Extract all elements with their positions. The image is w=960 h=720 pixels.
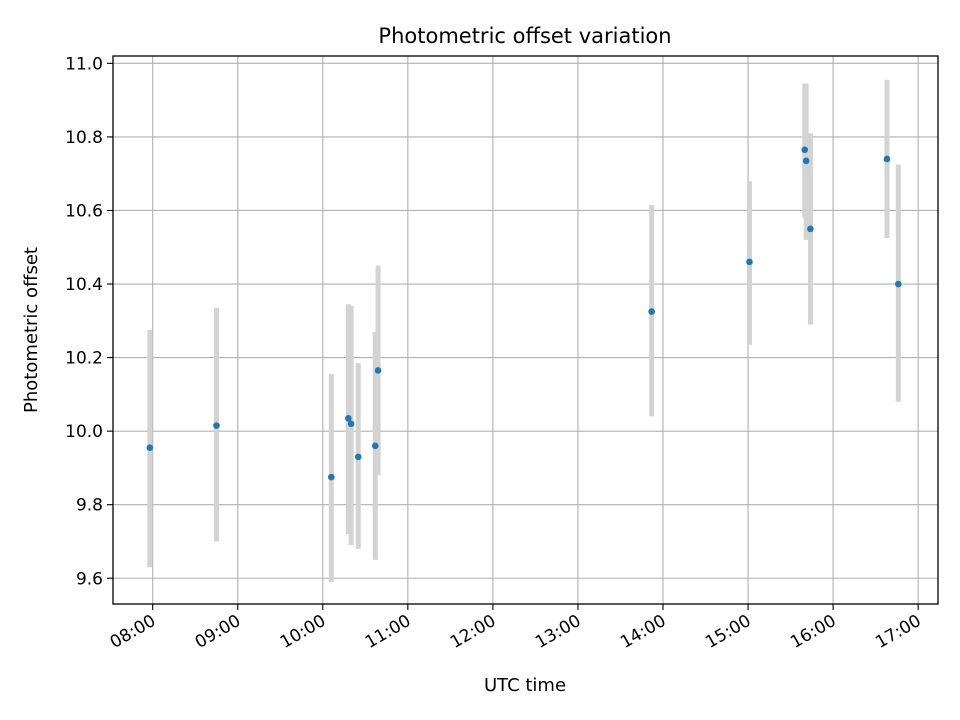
data-point [807,225,814,233]
data-point [802,157,810,165]
data-point [327,473,335,481]
y-tick-label: 9.6 [76,569,103,589]
y-tick-label: 9.8 [76,496,103,516]
y-tick-label: 10.4 [65,275,103,295]
data-point [345,414,352,422]
data-point [354,453,362,461]
data-point [371,442,379,450]
grid [113,56,938,604]
y-tick-label: 10.2 [65,349,103,369]
data-point [146,444,154,451]
chart-title: Photometric offset variation [378,24,671,48]
data-point [801,146,809,154]
data-point [895,280,902,288]
y-tick-label: 10.6 [65,201,103,221]
data-point [648,308,655,315]
data-point [746,258,753,266]
x-axis-label: UTC time [484,675,566,696]
data-point [883,155,891,163]
y-axis-label: Photometric offset [21,247,42,413]
plot-frame [112,55,939,605]
y-tick-label: 10.0 [65,422,103,442]
data-point [374,367,382,374]
data-point [213,422,220,429]
y-tick-label: 10.8 [65,128,103,148]
y-tick-label: 11.0 [65,54,103,74]
data-point [347,420,355,428]
data-points [146,146,902,481]
